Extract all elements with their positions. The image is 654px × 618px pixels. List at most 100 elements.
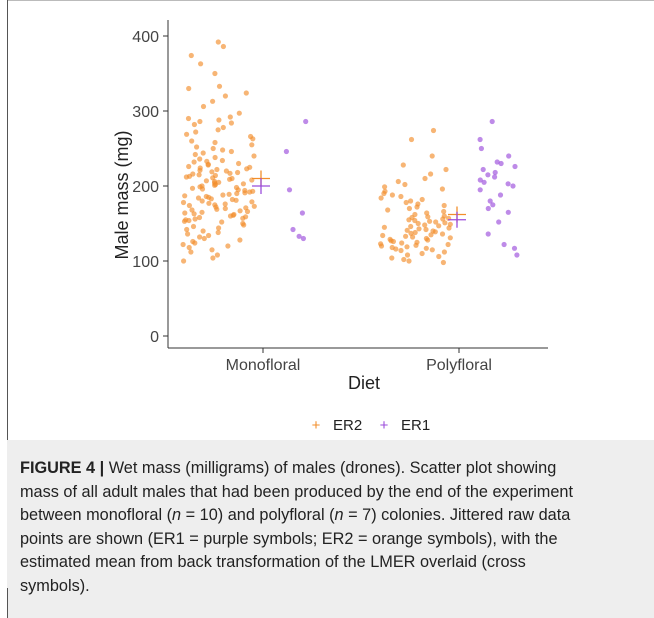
data-point-er1 (490, 202, 496, 208)
caption-n-1: n (172, 506, 182, 525)
data-point-er2 (216, 83, 223, 89)
caption-figure-label: FIGURE 4 | (20, 459, 105, 477)
data-point-er1 (477, 177, 483, 183)
data-point-er2 (404, 227, 410, 233)
data-point-er2 (191, 159, 197, 165)
data-point-er2 (212, 70, 218, 77)
data-point-er2 (233, 197, 239, 203)
data-point-er2 (194, 144, 200, 150)
data-point-er2 (436, 223, 442, 229)
data-point-er2 (446, 225, 452, 231)
x-ticks: Monofloral Polyfloral (226, 348, 492, 374)
y-tick-label: 200 (132, 179, 159, 196)
data-point-er2 (200, 150, 206, 156)
data-point-er1 (492, 174, 498, 180)
data-point-er1 (497, 192, 504, 198)
data-point-er2 (244, 208, 251, 215)
data-point-er2 (423, 245, 429, 251)
caption-left-border (7, 588, 8, 618)
data-point-er2 (226, 191, 232, 197)
data-point-er2 (404, 244, 410, 250)
data-point-er2 (180, 199, 187, 206)
data-point-er2 (406, 205, 412, 212)
data-point-er2 (381, 224, 387, 230)
data-point-er2 (216, 117, 222, 123)
data-point-er2 (408, 198, 414, 204)
data-point-er2 (401, 256, 407, 263)
data-point-er2 (219, 219, 225, 225)
data-point-er2 (209, 247, 215, 253)
data-point-er1 (505, 209, 511, 215)
caption-line-5: estimated mean from back transformation … (20, 553, 526, 572)
data-point-er2 (393, 246, 399, 252)
data-point-er2 (425, 237, 431, 243)
data-point-er2 (249, 199, 255, 205)
data-point-er2 (382, 184, 388, 190)
caption-line-3: between monofloral (n = 10) and polyflor… (20, 504, 640, 528)
mean-cross-er1 (252, 178, 270, 194)
data-point-er2 (247, 189, 253, 195)
data-point-er2 (222, 205, 228, 212)
data-point-er1 (501, 241, 507, 248)
data-point-er2 (439, 231, 446, 237)
data-point-er1 (505, 181, 511, 187)
data-point-er1 (494, 159, 500, 165)
data-point-er2 (220, 43, 226, 50)
data-point-er1 (485, 231, 491, 237)
data-point-er1 (296, 233, 302, 239)
data-point-er1 (510, 183, 516, 189)
data-point-er2 (236, 110, 242, 116)
y-axis-label: Male mass (mg) (112, 130, 132, 259)
data-point-er1 (481, 179, 487, 185)
data-point-er2 (227, 170, 233, 176)
figure-caption-box (7, 440, 654, 618)
x-tick-label: Monofloral (226, 357, 301, 374)
data-point-er2 (241, 222, 247, 228)
y-tick-label: 400 (132, 29, 159, 46)
data-point-er2 (216, 225, 222, 231)
data-point-er2 (412, 229, 418, 236)
data-point-er2 (206, 232, 212, 239)
data-point-er1 (514, 252, 520, 258)
data-point-er2 (200, 103, 207, 110)
data-point-er2 (408, 136, 415, 143)
data-point-er2 (182, 193, 188, 199)
data-point-er1 (299, 210, 305, 216)
data-point-er2 (190, 223, 197, 230)
caption-line-2: mass of all adult males that had been pr… (20, 482, 574, 501)
y-tick-label: 100 (132, 254, 159, 271)
figure-caption: FIGURE 4 | Wet mass (milligrams) of male… (20, 457, 640, 599)
data-point-er2 (235, 169, 241, 176)
data-point-er2 (222, 201, 228, 207)
data-point-er2 (443, 166, 449, 173)
data-point-er2 (378, 195, 384, 201)
data-point-er2 (185, 115, 192, 122)
data-point-er2 (189, 138, 195, 144)
data-point-er2 (243, 90, 249, 96)
y-tick-label: 0 (150, 329, 159, 346)
data-point-er2 (441, 249, 447, 255)
data-point-er2 (181, 218, 188, 224)
data-point-er2 (209, 169, 215, 175)
data-point-er2 (414, 204, 420, 210)
caption-line-3a: between monofloral ( (20, 506, 173, 525)
data-point-er2 (197, 234, 203, 240)
data-point-er2 (236, 160, 242, 167)
data-point-er2 (215, 229, 221, 236)
data-point-er2 (390, 238, 396, 245)
data-point-er2 (227, 114, 233, 120)
mean-crosses (252, 170, 466, 228)
data-point-er2 (380, 232, 386, 239)
data-point-er2 (220, 192, 226, 198)
data-point-er2 (197, 118, 203, 125)
data-point-er1 (303, 118, 309, 125)
data-points (180, 39, 520, 266)
data-point-er2 (199, 186, 206, 192)
data-point-er2 (251, 203, 257, 209)
data-point-er2 (441, 202, 447, 209)
data-point-er2 (412, 217, 418, 224)
data-point-er1 (480, 166, 486, 173)
data-point-er2 (220, 147, 226, 153)
data-point-er2 (192, 240, 198, 246)
